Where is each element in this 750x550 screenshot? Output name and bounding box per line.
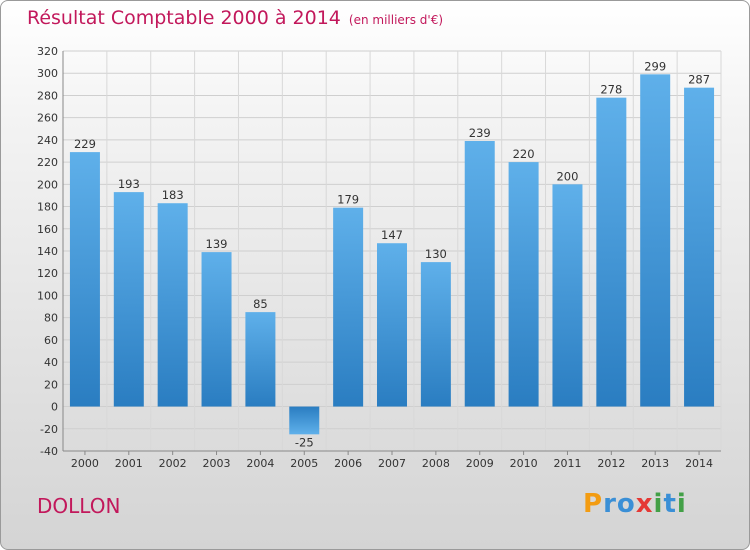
commune-name: DOLLON: [37, 494, 121, 518]
y-tick-label: 220: [37, 156, 58, 169]
bar: [157, 203, 188, 407]
bar: [508, 162, 539, 407]
data-label: 183: [162, 188, 184, 202]
x-tick-label: 2014: [685, 457, 713, 470]
data-label: 287: [688, 73, 710, 87]
y-tick-label: 320: [37, 45, 58, 58]
logo-letter: P: [583, 489, 604, 519]
y-tick-label: 100: [37, 289, 58, 302]
x-tick-label: 2011: [553, 457, 581, 470]
bar: [377, 243, 407, 407]
data-label: 193: [118, 177, 140, 191]
bar: [289, 406, 320, 435]
x-tick-label: 2002: [159, 457, 187, 470]
bar: [69, 152, 100, 407]
x-tick-label: 2008: [422, 457, 450, 470]
y-tick-label: -40: [40, 445, 58, 458]
bar: [640, 74, 671, 407]
logo-letter: i: [653, 489, 664, 519]
y-tick-label: 0: [51, 401, 58, 414]
x-tick-label: 2007: [378, 457, 406, 470]
bar: [113, 192, 144, 407]
data-label: 239: [469, 126, 491, 140]
bar: [420, 262, 451, 407]
y-tick-label: 60: [44, 334, 58, 347]
data-label: 139: [206, 237, 228, 251]
x-tick-label: 2010: [510, 457, 538, 470]
logo-letter: i: [676, 489, 687, 519]
x-tick-label: 2003: [203, 457, 231, 470]
bar: [333, 207, 364, 407]
y-tick-label: 280: [37, 89, 58, 102]
y-tick-label: 300: [37, 67, 58, 80]
x-tick-label: 2001: [115, 457, 143, 470]
y-tick-label: 20: [44, 378, 58, 391]
x-tick-label: 2004: [246, 457, 274, 470]
y-tick-label: 140: [37, 245, 58, 258]
bar: [552, 184, 583, 407]
bar: [684, 87, 715, 407]
x-tick-label: 2000: [71, 457, 99, 470]
data-label: 220: [513, 147, 535, 161]
data-label: 147: [381, 228, 403, 242]
y-tick-label: 180: [37, 201, 58, 214]
y-tick-label: 200: [37, 178, 58, 191]
y-tick-label: -20: [40, 423, 58, 436]
data-label: 278: [600, 83, 622, 97]
data-label: -25: [295, 435, 314, 449]
y-tick-label: 260: [37, 112, 58, 125]
axes: -40 -20 0 20 40 60 80 100 120 140 160 180 200 220 240 2…: [37, 45, 721, 470]
title-row: Résultat Comptable 2000 à 2014 (en millie…: [27, 7, 443, 29]
data-label: 179: [337, 193, 359, 207]
data-label: 130: [425, 247, 447, 261]
x-tick-label: 2012: [597, 457, 625, 470]
x-tick-label: 2013: [641, 457, 669, 470]
y-tick-label: 40: [44, 356, 58, 369]
bar: [201, 252, 232, 407]
bar: [464, 141, 495, 407]
chart-title: Résultat Comptable 2000 à 2014: [27, 7, 341, 29]
logo-letter: x: [635, 489, 654, 519]
x-tick-label: 2009: [466, 457, 494, 470]
logo-letter: o: [616, 489, 636, 519]
logo-letter: t: [663, 489, 677, 519]
y-tick-label: 240: [37, 134, 58, 147]
data-labels: 229 193 183 139 85 -25 179 147 130 239 220 200 278 29…: [74, 59, 710, 449]
data-label: 200: [556, 169, 578, 183]
proxiti-logo: Proxiti: [583, 489, 687, 519]
x-tick-label: 2005: [290, 457, 318, 470]
bar: [245, 312, 276, 407]
chart-subtitle: (en milliers d'€): [348, 13, 444, 27]
data-label: 299: [644, 59, 666, 73]
y-tick-label: 160: [37, 223, 58, 236]
logo-letter: r: [603, 489, 617, 519]
data-label: 229: [74, 137, 96, 151]
data-label: 85: [253, 297, 268, 311]
y-tick-label: 80: [44, 312, 58, 325]
bars: [69, 74, 715, 435]
x-tick-label: 2006: [334, 457, 362, 470]
y-tick-label: 120: [37, 267, 58, 280]
bar: [596, 97, 627, 407]
